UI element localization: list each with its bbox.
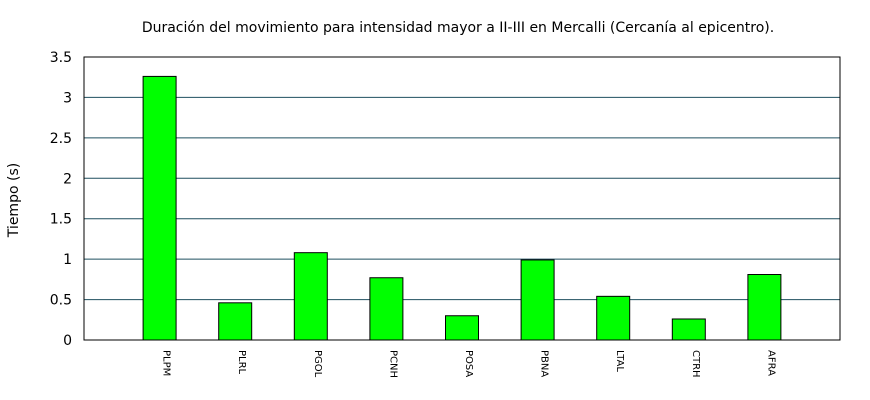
bar-posa: [445, 315, 479, 341]
bar-plrl: [218, 302, 253, 341]
bar-ctrh: [671, 318, 706, 341]
y-tick-label: 3.5: [50, 50, 72, 66]
bar-pcnh: [369, 277, 404, 341]
y-tick-label: 3: [63, 90, 72, 106]
bar-plpm: [142, 75, 177, 341]
bar-ltal: [596, 295, 631, 341]
chart-title: Duración del movimiento para intensidad …: [142, 20, 774, 36]
y-tick-label: 1.5: [50, 212, 72, 228]
x-axis-ticks: PLPM PLRL PGOL PCNH POSA PBNA LTAL CTRH AFRA: [161, 350, 777, 378]
plot-area: [83, 56, 841, 341]
y-tick-label: 0: [63, 333, 72, 349]
y-tick-label: 1: [63, 252, 72, 268]
grid-lines: [84, 96, 840, 301]
x-tick-label: PBNA: [539, 350, 550, 377]
y-tick-label: 0.5: [50, 293, 72, 309]
y-axis-label: Tiempo (s): [6, 163, 22, 238]
x-tick-label: PGOL: [312, 350, 323, 378]
y-axis-ticks: 0 0.5 1 1.5 2 2.5 3 3.5: [50, 50, 72, 349]
bar-afra: [747, 274, 782, 341]
x-tick-label: LTAL: [614, 350, 625, 372]
x-tick-label: PCNH: [387, 350, 398, 378]
bar-pbna: [520, 259, 555, 341]
y-tick-label: 2.5: [50, 131, 72, 147]
x-tick-label: PLPM: [161, 350, 172, 376]
bars: [142, 75, 782, 341]
x-tick-label: AFRA: [765, 350, 776, 376]
x-tick-label: POSA: [463, 350, 474, 377]
x-tick-label: CTRH: [690, 350, 701, 378]
bar-pgol: [293, 252, 328, 341]
x-tick-label: PLRL: [236, 350, 247, 375]
y-tick-label: 2: [63, 171, 72, 187]
